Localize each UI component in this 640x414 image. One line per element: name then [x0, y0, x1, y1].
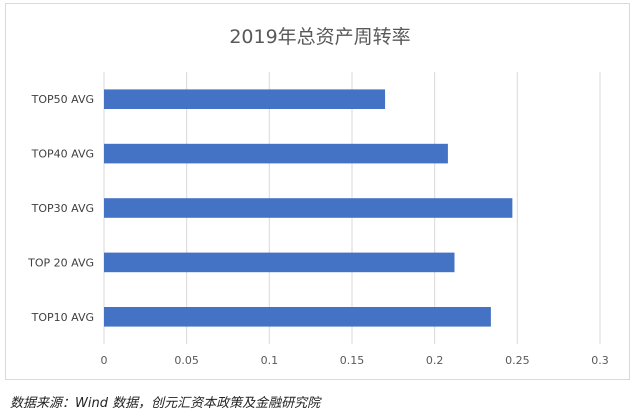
x-tick-label: 0.05 [174, 354, 199, 367]
bar [104, 89, 386, 109]
source-note: 数据来源：Wind 数据，创元汇资本政策及金融研究院 [10, 396, 321, 411]
x-tick-label: 0.15 [340, 354, 365, 367]
category-label: TOP30 AVG [31, 202, 94, 215]
category-label: TOP10 AVG [31, 311, 94, 324]
x-tick-label: 0.1 [261, 354, 279, 367]
bar [104, 198, 513, 218]
x-tick-label: 0.2 [426, 354, 444, 367]
x-tick-label: 0 [101, 354, 108, 367]
bar [104, 252, 455, 273]
bar [104, 307, 491, 327]
category-label: TOP 20 AVG [27, 256, 94, 269]
x-tick-label: 0.3 [591, 354, 609, 367]
x-tick-label: 0.25 [505, 354, 530, 367]
category-label: TOP50 AVG [31, 93, 94, 106]
category-label: TOP40 AVG [31, 148, 94, 161]
bar [104, 143, 448, 164]
chart-title: 2019年总资产周转率 [229, 26, 411, 48]
